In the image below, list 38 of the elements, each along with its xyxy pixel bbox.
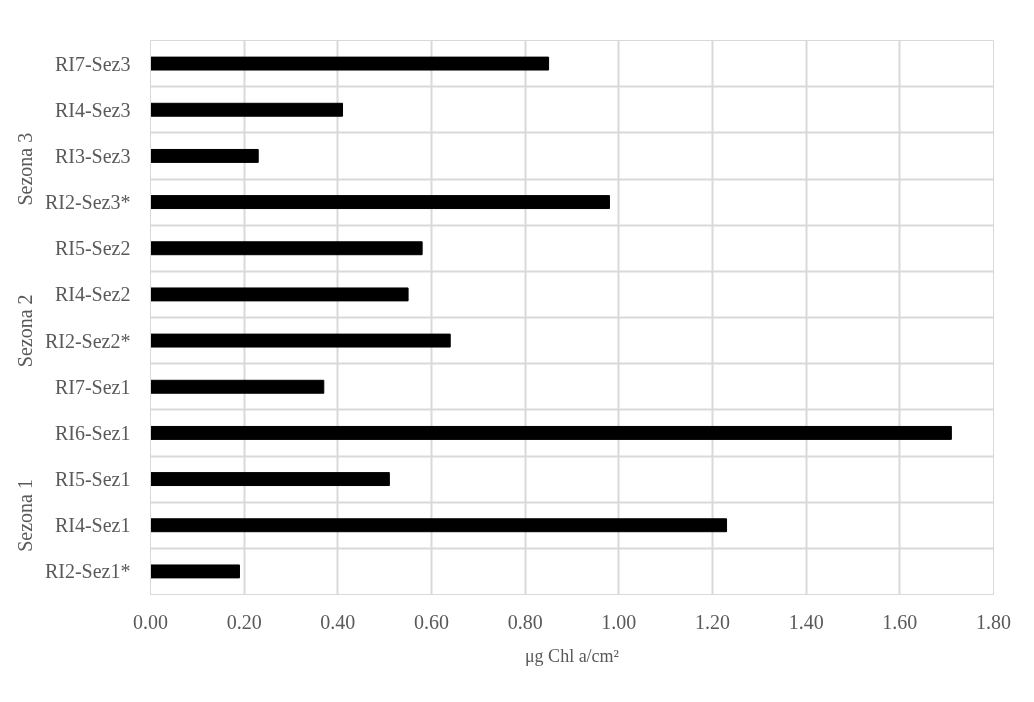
x-tick-label: 0.40	[320, 610, 356, 633]
x-tick-label: 0.00	[133, 610, 168, 633]
y-tick-label: RI4-Sez1	[54, 514, 131, 537]
y-tick-label: RI2-Sez3*	[44, 191, 131, 214]
y-tick-label: RI3-Sez3	[54, 144, 131, 167]
x-axis-title: μg Chl a/cm²	[524, 645, 620, 666]
bar	[150, 379, 325, 394]
y-tick-label: RI2-Sez2*	[44, 329, 131, 352]
text: Sezona 2	[14, 294, 37, 368]
y-tick-label: RI4-Sez3	[54, 98, 131, 121]
bar	[150, 564, 240, 579]
x-tick-label: 0.20	[226, 610, 262, 633]
y-tick-label: RI7-Sez1	[54, 375, 131, 398]
bar	[150, 102, 344, 117]
y-tick-label: RI2-Sez1*	[44, 560, 131, 583]
y-tick-label: RI5-Sez2	[54, 237, 131, 260]
bar	[150, 148, 259, 163]
bar	[150, 56, 550, 71]
bar	[150, 425, 952, 440]
bar	[150, 472, 390, 487]
x-tick-label: 1.60	[882, 610, 918, 633]
bar	[150, 518, 728, 533]
x-tick-label: 0.80	[507, 610, 543, 633]
bar	[150, 287, 409, 302]
bar	[150, 333, 451, 348]
bar	[150, 195, 610, 210]
x-tick-label: 1.20	[695, 610, 730, 633]
text: Sezona 1	[14, 479, 37, 552]
y-tick-label: RI5-Sez1	[54, 468, 131, 491]
x-tick-label: 1.00	[601, 610, 637, 633]
y-tick-label: RI6-Sez1	[54, 421, 131, 444]
y-tick-label: RI4-Sez2	[54, 283, 131, 306]
x-tick-label: 1.40	[788, 610, 824, 633]
y-tick-label: RI7-Sez3	[54, 52, 131, 75]
text: Sezona 3	[14, 132, 37, 206]
x-tick-label: 0.60	[414, 610, 449, 633]
x-tick-label: 1.80	[976, 610, 1011, 633]
bar	[150, 241, 423, 256]
